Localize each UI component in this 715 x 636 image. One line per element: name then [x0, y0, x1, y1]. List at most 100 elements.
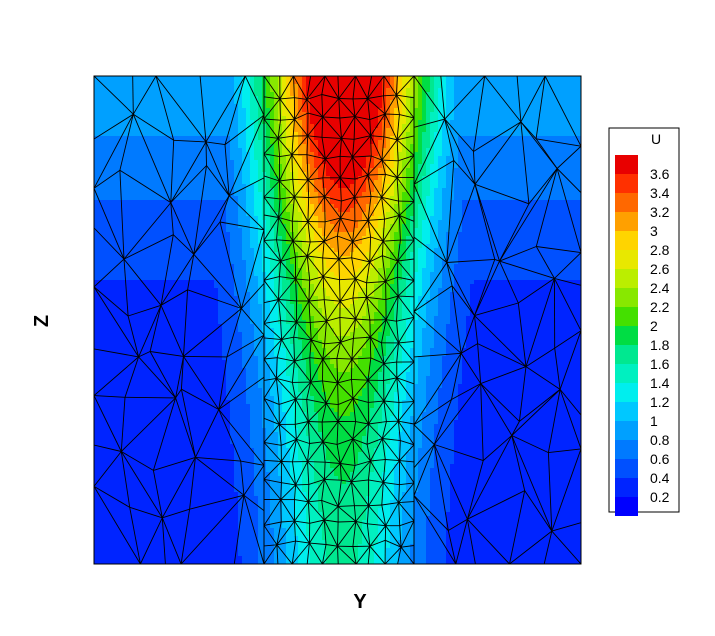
field-cell [462, 140, 467, 145]
field-cell [422, 224, 427, 229]
field-cell [418, 148, 423, 153]
field-cell [542, 144, 547, 149]
field-cell [330, 84, 335, 89]
field-cell [498, 80, 503, 85]
field-cell [570, 168, 575, 173]
field-cell [130, 232, 135, 237]
field-cell [502, 124, 507, 129]
field-cell [166, 208, 171, 213]
field-cell [110, 116, 115, 121]
field-cell [406, 76, 411, 81]
field-cell [390, 152, 395, 157]
field-cell [474, 172, 479, 177]
field-cell [542, 196, 547, 201]
field-cell [402, 216, 407, 221]
field-cell [314, 220, 319, 225]
field-cell [174, 208, 179, 213]
field-cell [294, 196, 299, 201]
field-cell [418, 216, 423, 221]
field-cell [174, 104, 179, 109]
field-cell [490, 168, 495, 173]
field-cell [266, 76, 271, 81]
field-cell [366, 160, 371, 165]
field-cell [214, 200, 219, 205]
field-cell [214, 136, 219, 141]
field-cell [498, 132, 503, 137]
field-cell [298, 184, 303, 189]
field-cell [130, 160, 135, 165]
field-cell [550, 120, 555, 125]
field-cell [566, 164, 571, 169]
field-cell [98, 120, 103, 125]
field-cell [554, 104, 559, 109]
field-cell [190, 80, 195, 85]
field-cell [306, 160, 311, 165]
field-cell [410, 120, 415, 125]
field-cell [466, 216, 471, 221]
field-cell [390, 208, 395, 213]
field-cell [546, 76, 551, 81]
field-cell [414, 84, 419, 89]
field-cell [126, 200, 131, 205]
field-cell [410, 88, 415, 93]
field-cell [398, 92, 403, 97]
field-cell [126, 176, 131, 181]
field-cell [558, 84, 563, 89]
field-cell [390, 84, 395, 89]
field-cell [150, 232, 155, 237]
field-cell [258, 144, 263, 149]
field-cell [406, 144, 411, 149]
field-cell [442, 120, 447, 125]
field-cell [342, 172, 347, 177]
field-cell [510, 116, 515, 121]
field-cell [438, 160, 443, 165]
field-cell [494, 124, 499, 129]
field-cell [102, 188, 107, 193]
field-cell [258, 188, 263, 193]
field-cell [506, 88, 511, 93]
field-cell [514, 164, 519, 169]
field-cell [174, 160, 179, 165]
field-cell [306, 232, 311, 237]
field-cell [522, 220, 527, 225]
field-cell [546, 196, 551, 201]
field-cell [170, 188, 175, 193]
field-cell [230, 212, 235, 217]
field-cell [170, 108, 175, 113]
field-cell [170, 76, 175, 81]
field-cell [130, 136, 135, 141]
field-cell [154, 112, 159, 117]
field-cell [510, 92, 515, 97]
field-cell [570, 224, 575, 229]
field-cell [114, 124, 119, 129]
field-cell [138, 76, 143, 81]
field-cell [330, 108, 335, 113]
field-cell [294, 156, 299, 161]
field-cell [518, 180, 523, 185]
field-cell [234, 108, 239, 113]
field-cell [530, 104, 535, 109]
field-cell [530, 124, 535, 129]
field-cell [566, 200, 571, 205]
field-cell [390, 168, 395, 173]
field-cell [410, 204, 415, 209]
field-cell [330, 196, 335, 201]
field-cell [546, 160, 551, 165]
field-cell [382, 200, 387, 205]
field-cell [206, 108, 211, 113]
field-cell [402, 172, 407, 177]
field-cell [486, 200, 491, 205]
field-cell [242, 216, 247, 221]
field-cell [370, 236, 375, 241]
field-cell [578, 80, 581, 85]
field-cell [510, 236, 515, 241]
field-cell [434, 92, 439, 97]
field-cell [494, 80, 499, 85]
field-cell [458, 108, 463, 113]
field-cell [102, 92, 107, 97]
field-cell [98, 92, 103, 97]
field-cell [102, 124, 107, 129]
field-cell [526, 100, 531, 105]
field-cell [174, 216, 179, 221]
field-cell [314, 172, 319, 177]
